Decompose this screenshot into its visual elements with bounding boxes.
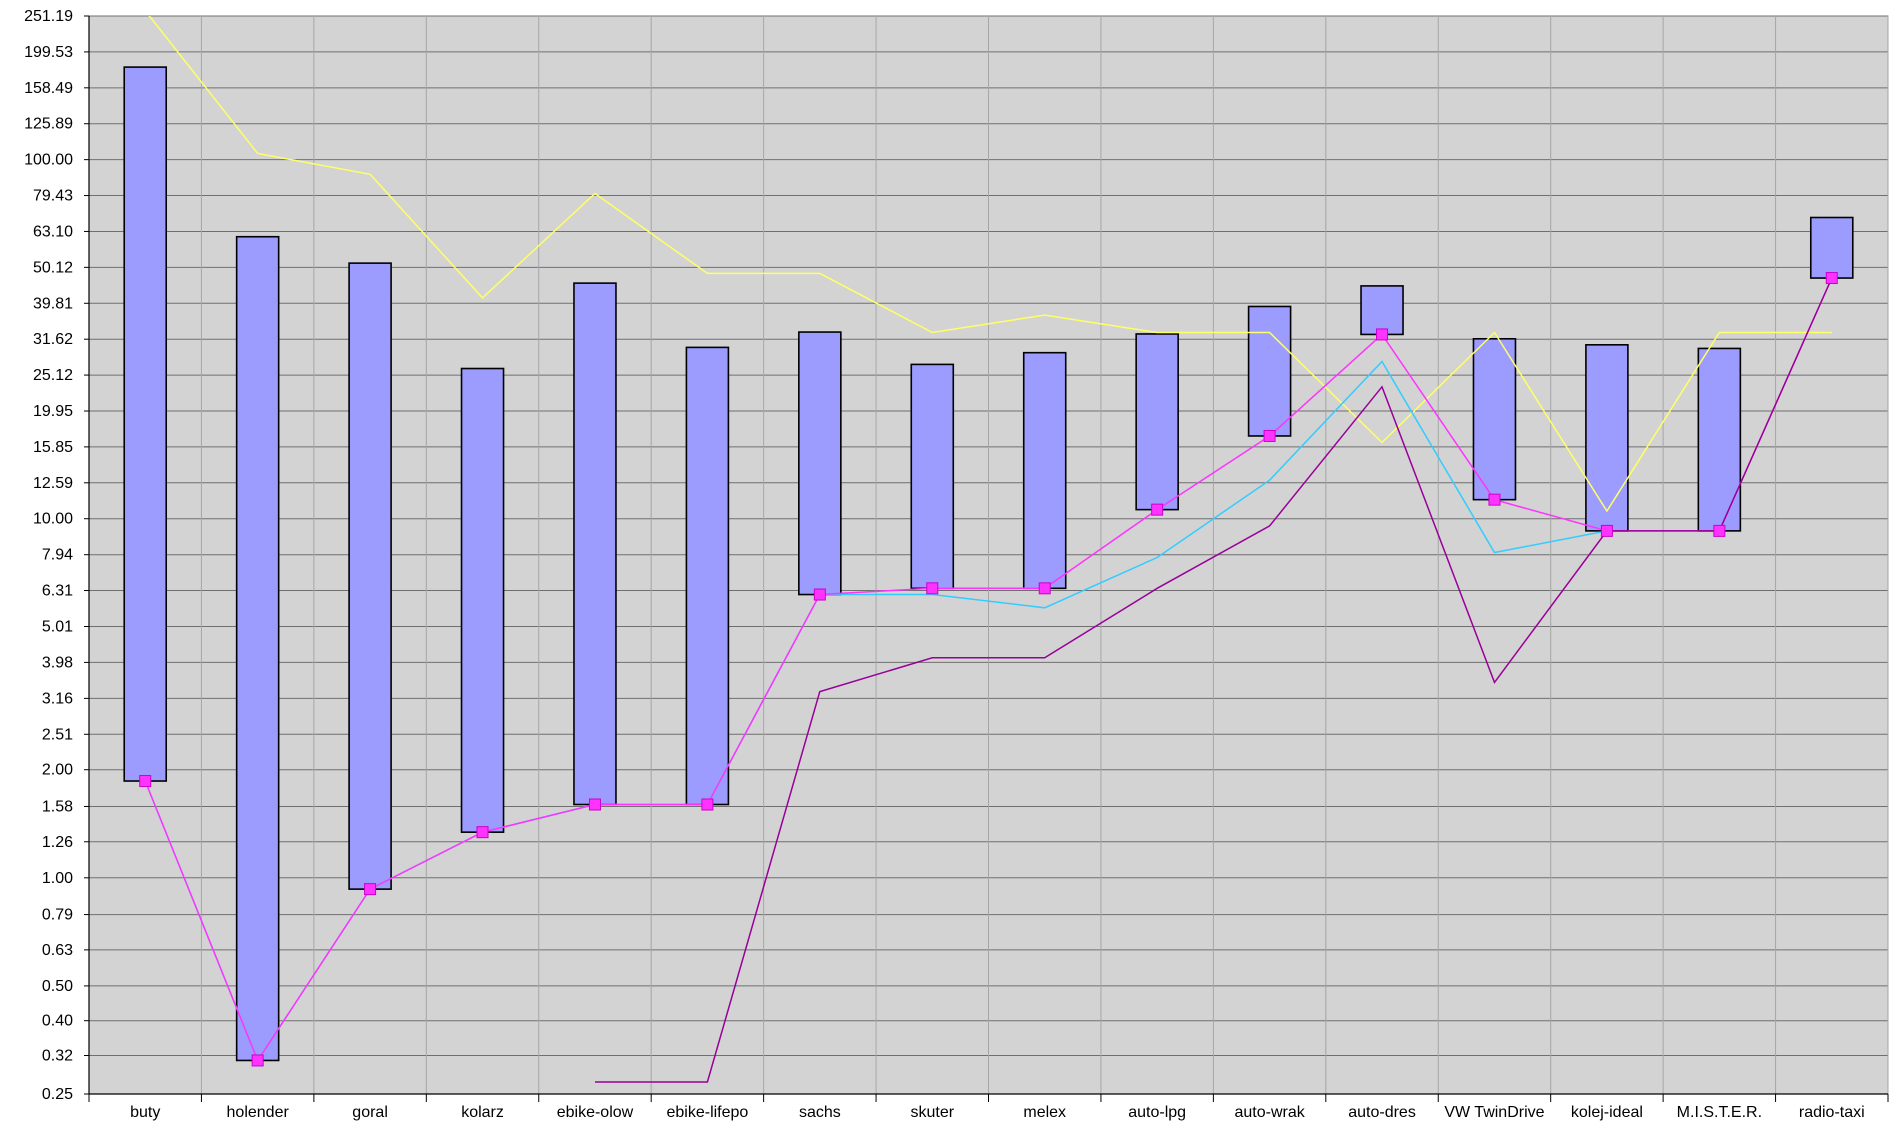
x-tick-label: kolarz [461, 1104, 504, 1121]
data-marker [1488, 493, 1501, 506]
data-marker [1713, 524, 1726, 537]
x-tick-label: radio-taxi [1799, 1104, 1865, 1121]
data-marker [1825, 272, 1838, 285]
data-marker [1600, 524, 1613, 537]
data-marker [1151, 503, 1164, 516]
range-bar [1697, 347, 1742, 532]
data-marker [139, 775, 152, 788]
y-tick-label: 12.59 [33, 475, 73, 492]
y-tick-label: 125.89 [24, 116, 73, 133]
y-tick-label: 39.81 [33, 295, 73, 312]
y-tick-label: 5.01 [42, 619, 73, 636]
y-tick-label: 0.32 [42, 1048, 73, 1065]
y-tick-label: 79.43 [33, 188, 73, 205]
y-tick-label: 1.58 [42, 798, 73, 815]
data-marker [1376, 328, 1389, 341]
y-tick-label: 2.51 [42, 726, 73, 743]
range-bar [1809, 216, 1854, 279]
y-tick-label: 25.12 [33, 367, 73, 384]
y-tick-label: 63.10 [33, 223, 73, 240]
range-bar [235, 235, 280, 1062]
range-bar [123, 66, 168, 782]
series-line-3 [144, 277, 1833, 1063]
data-marker [1038, 582, 1051, 595]
data-marker [251, 1054, 264, 1067]
data-marker [926, 582, 939, 595]
x-tick-label: ebike-lifepo [666, 1104, 748, 1121]
y-tick-label: 158.49 [24, 80, 73, 97]
data-marker [364, 883, 377, 896]
range-bar [460, 367, 505, 833]
x-tick-label: ebike-olow [557, 1104, 634, 1121]
y-tick-label: 50.12 [33, 259, 73, 276]
y-tick-label: 1.26 [42, 834, 73, 851]
range-bar [685, 346, 730, 806]
x-tick-label: skuter [910, 1104, 954, 1121]
y-tick-label: 199.53 [24, 44, 73, 61]
y-tick-label: 10.00 [33, 511, 73, 528]
y-tick-label: 0.25 [42, 1086, 73, 1103]
y-tick-label: 3.98 [42, 654, 73, 671]
data-marker [476, 826, 489, 839]
x-tick-label: auto-lpg [1128, 1104, 1186, 1121]
x-tick-label: holender [227, 1104, 290, 1121]
x-tick-label: VW TwinDrive [1444, 1104, 1544, 1121]
y-tick-label: 0.50 [42, 978, 73, 995]
x-tick-label: auto-dres [1348, 1104, 1416, 1121]
range-bar [1360, 285, 1404, 336]
range-bar [1135, 333, 1179, 511]
x-tick-label: melex [1023, 1104, 1066, 1121]
y-tick-label: 100.00 [24, 152, 73, 169]
range-bar [798, 331, 842, 596]
y-tick-label: 19.95 [33, 403, 73, 420]
x-tick-label: sachs [799, 1104, 841, 1121]
y-tick-label: 0.63 [42, 942, 73, 959]
x-tick-label: buty [130, 1104, 160, 1121]
data-marker [813, 588, 826, 601]
range-bar [1022, 351, 1067, 590]
series-line-4 [595, 277, 1833, 1083]
y-tick-label: 0.79 [42, 907, 73, 924]
range-bar [573, 282, 617, 806]
y-tick-label: 0.40 [42, 1013, 73, 1030]
range-bar [348, 262, 392, 890]
y-tick-label: 6.31 [42, 583, 73, 600]
y-tick-label: 31.62 [33, 331, 73, 348]
x-tick-label: kolej-ideal [1571, 1104, 1643, 1121]
y-tick-label: 7.94 [42, 547, 73, 564]
x-tick-label: goral [352, 1104, 388, 1121]
x-tick-label: auto-wrak [1234, 1104, 1305, 1121]
y-tick-label: 2.00 [42, 762, 73, 779]
x-tick-label: M.I.S.T.E.R. [1677, 1104, 1762, 1121]
range-bar [910, 363, 955, 590]
data-marker [701, 798, 714, 811]
plot-area: 251.19 199.53 158.49 125.89 100.00 79.43 63.10… [24, 8, 1889, 1121]
range-bar [1472, 337, 1517, 501]
range-bar [1585, 344, 1629, 532]
range-bar [1247, 305, 1292, 437]
data-marker [1263, 429, 1276, 442]
data-marker [588, 798, 601, 811]
y-tick-label: 1.00 [42, 870, 73, 887]
series-line-1 [148, 16, 1832, 513]
y-tick-label: 251.19 [24, 8, 73, 25]
y-tick-label: 3.16 [42, 690, 73, 707]
y-tick-label: 15.85 [33, 439, 73, 456]
